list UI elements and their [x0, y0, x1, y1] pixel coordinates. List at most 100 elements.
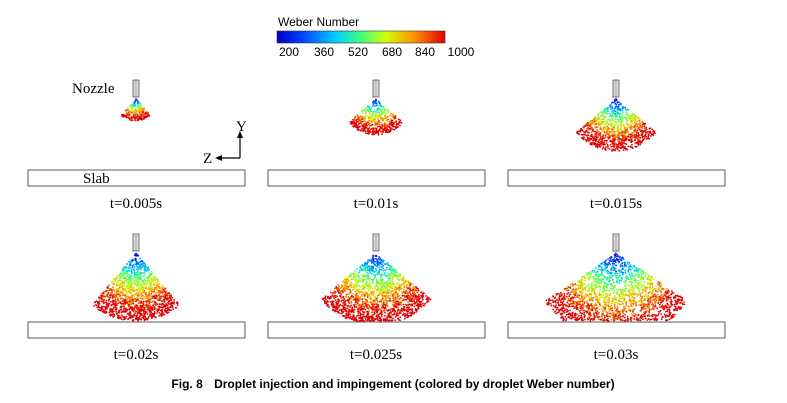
droplet — [140, 292, 143, 295]
droplet — [615, 105, 617, 108]
droplet — [614, 102, 617, 105]
droplet — [380, 109, 382, 112]
droplet — [158, 294, 160, 296]
droplet — [148, 309, 151, 312]
droplet — [143, 268, 146, 270]
droplet — [635, 133, 637, 136]
droplet — [345, 286, 348, 288]
droplet — [133, 282, 136, 285]
droplet — [377, 132, 380, 135]
droplet — [587, 127, 590, 129]
droplet — [354, 276, 356, 279]
droplet — [592, 122, 594, 124]
droplet — [364, 320, 366, 322]
droplet — [391, 319, 394, 322]
droplet — [358, 298, 360, 301]
droplet — [599, 134, 602, 136]
droplet — [124, 299, 126, 302]
droplet — [144, 264, 147, 267]
droplet — [378, 115, 381, 118]
droplet — [400, 284, 402, 286]
droplet — [359, 309, 362, 312]
droplet — [396, 317, 399, 320]
colorbar-tick-label: 680 — [382, 45, 402, 59]
droplet — [607, 118, 609, 121]
droplet — [105, 299, 108, 302]
droplet — [620, 131, 623, 134]
droplet — [641, 130, 644, 133]
droplet — [143, 315, 145, 318]
slab — [27, 321, 246, 339]
droplet — [370, 120, 373, 123]
droplet — [389, 312, 392, 314]
droplet — [358, 277, 361, 280]
droplet — [112, 308, 115, 310]
droplet — [612, 141, 615, 144]
droplet — [612, 139, 615, 142]
droplet — [364, 261, 367, 264]
droplet — [111, 300, 114, 303]
droplet — [387, 289, 390, 291]
droplet — [334, 299, 337, 301]
droplet — [135, 263, 138, 265]
droplet — [141, 108, 144, 111]
droplet — [117, 311, 120, 314]
droplet — [156, 286, 158, 288]
droplet — [135, 292, 138, 294]
droplet — [121, 297, 124, 300]
droplet — [403, 309, 406, 312]
droplet — [140, 313, 143, 316]
droplet — [113, 283, 116, 286]
droplet — [337, 298, 340, 301]
droplet — [147, 304, 150, 306]
droplet — [370, 292, 372, 295]
droplet — [647, 133, 650, 136]
colorbar-tick-label: 520 — [348, 45, 368, 59]
colorbar-tick-label: 360 — [314, 45, 334, 59]
droplet — [626, 120, 628, 122]
droplet — [351, 289, 354, 291]
droplet — [350, 304, 353, 307]
droplet — [324, 298, 327, 301]
droplet — [359, 125, 361, 128]
droplet — [154, 301, 156, 303]
droplet — [334, 307, 337, 310]
droplet — [354, 306, 356, 309]
droplet — [403, 294, 406, 297]
droplet — [130, 117, 133, 120]
droplet — [609, 115, 612, 118]
droplet — [384, 295, 386, 298]
droplet — [368, 269, 371, 272]
droplet — [130, 116, 133, 118]
droplet — [413, 298, 416, 301]
droplet — [156, 277, 159, 280]
droplet — [648, 127, 651, 130]
droplet — [395, 127, 397, 130]
droplet — [601, 121, 604, 124]
droplet — [389, 122, 392, 125]
droplet — [603, 141, 605, 144]
droplet — [369, 128, 372, 131]
droplet — [383, 108, 386, 111]
droplet — [618, 146, 621, 149]
droplet — [367, 105, 369, 108]
droplet — [375, 98, 377, 101]
droplet — [367, 121, 369, 124]
droplet — [149, 313, 152, 315]
droplet — [405, 298, 408, 301]
droplet — [391, 119, 394, 122]
droplet — [114, 295, 117, 297]
droplet — [377, 294, 380, 297]
droplet — [355, 292, 358, 295]
droplet — [372, 117, 375, 120]
droplet — [123, 294, 126, 297]
slab — [507, 321, 726, 339]
droplet — [137, 270, 139, 273]
droplet — [142, 272, 144, 275]
droplet — [608, 124, 611, 126]
droplet — [131, 294, 134, 297]
droplet — [611, 149, 614, 152]
droplet — [609, 103, 611, 106]
droplet — [369, 306, 372, 309]
droplet — [628, 138, 630, 141]
